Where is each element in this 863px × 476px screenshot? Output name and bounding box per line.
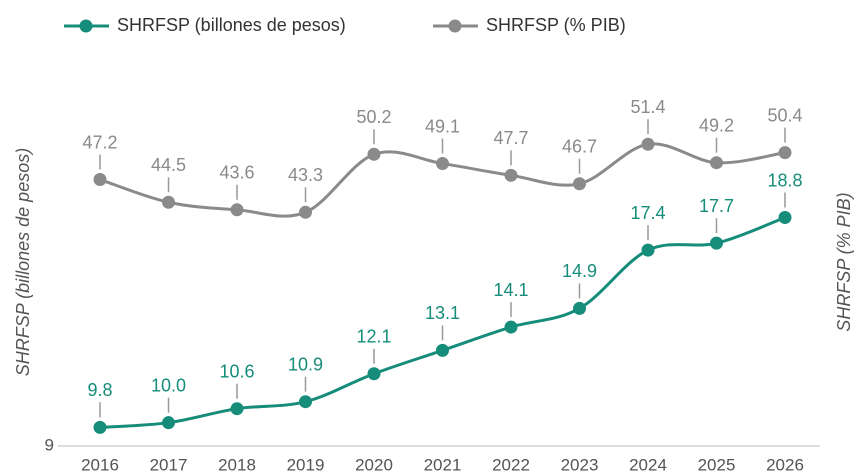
data-label: 49.1 — [425, 116, 460, 136]
y-tick-label: 9 — [45, 435, 54, 454]
data-label: 50.2 — [356, 107, 391, 127]
marker — [230, 402, 244, 416]
marker — [573, 177, 586, 191]
x-tick-label: 2024 — [629, 455, 667, 474]
data-label: 17.7 — [699, 196, 734, 216]
data-label: 47.2 — [82, 132, 117, 152]
data-label: 17.4 — [630, 203, 665, 223]
marker — [93, 173, 107, 187]
data-label: 43.3 — [288, 165, 323, 185]
x-tick-label: 2016 — [81, 455, 119, 474]
marker — [710, 156, 723, 170]
marker — [573, 301, 586, 315]
data-label: 14.1 — [493, 280, 528, 300]
marker — [641, 243, 655, 257]
data-label: 18.8 — [767, 170, 802, 190]
data-label: 49.2 — [699, 115, 734, 135]
marker — [641, 137, 655, 151]
data-label: 47.7 — [493, 128, 528, 148]
data-label: 10.9 — [288, 354, 323, 374]
data-label: 50.4 — [767, 105, 802, 125]
y2-axis-title: SHRFSP (% PIB) — [834, 192, 854, 331]
marker — [367, 147, 381, 161]
data-label: 12.1 — [356, 326, 391, 346]
legend-label: SHRFSP (billones de pesos) — [117, 15, 346, 35]
x-tick-label: 2025 — [698, 455, 736, 474]
x-tick-label: 2022 — [492, 455, 530, 474]
marker — [162, 416, 175, 430]
marker — [299, 205, 312, 219]
marker — [367, 367, 381, 381]
data-label: 46.7 — [562, 136, 597, 156]
marker — [299, 395, 312, 409]
data-label: 10.6 — [219, 361, 254, 381]
x-tick-label: 2026 — [766, 455, 804, 474]
legend-label: SHRFSP (% PIB) — [486, 15, 626, 35]
marker — [778, 146, 792, 160]
data-label: 13.1 — [425, 303, 460, 323]
data-label: 51.4 — [630, 97, 665, 117]
marker — [436, 157, 449, 171]
y-axis-title: SHRFSP (billones de pesos) — [13, 148, 33, 376]
marker — [230, 203, 244, 217]
x-tick-label: 2021 — [424, 455, 462, 474]
x-tick-label: 2023 — [561, 455, 599, 474]
marker — [436, 343, 449, 357]
x-tick-label: 2018 — [218, 455, 256, 474]
data-label: 44.5 — [151, 155, 186, 175]
line — [99, 142, 786, 218]
legend-marker — [79, 19, 93, 33]
x-tick-label: 2017 — [150, 455, 188, 474]
x-tick-label: 2019 — [287, 455, 325, 474]
data-label: 10.0 — [151, 375, 186, 395]
data-label: 14.9 — [562, 261, 597, 281]
data-label: 43.6 — [219, 163, 254, 183]
marker — [710, 236, 723, 250]
x-tick-label: 2020 — [355, 455, 393, 474]
marker — [504, 320, 518, 334]
marker — [778, 211, 792, 225]
data-label: 9.8 — [87, 380, 112, 400]
marker — [93, 420, 107, 434]
legend-marker — [448, 19, 462, 33]
marker — [504, 168, 518, 182]
marker — [162, 195, 175, 209]
